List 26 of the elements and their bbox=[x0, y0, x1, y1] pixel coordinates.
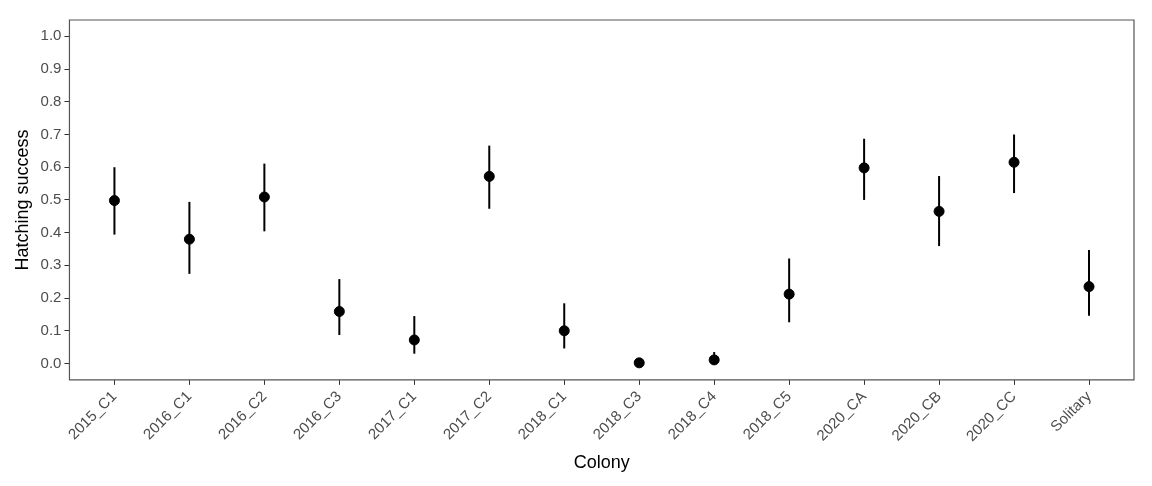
y-tick-label: 0.6 bbox=[40, 157, 62, 175]
y-tick-label: 0.8 bbox=[40, 91, 62, 109]
point bbox=[933, 205, 945, 217]
point bbox=[633, 357, 645, 369]
point bbox=[1083, 281, 1095, 293]
y-axis-title: Hatching success bbox=[11, 129, 32, 271]
y-tick-label: 0.5 bbox=[40, 190, 62, 208]
point bbox=[558, 325, 570, 337]
point bbox=[483, 170, 495, 182]
y-tick-label: 0.9 bbox=[40, 59, 62, 77]
y-tick-label: 0.7 bbox=[40, 124, 62, 142]
point bbox=[183, 233, 195, 245]
point bbox=[783, 288, 795, 300]
y-tick-label: 1.0 bbox=[40, 26, 62, 44]
y-tick-label: 0.0 bbox=[40, 353, 62, 371]
point bbox=[408, 334, 420, 346]
y-tick-label: 0.2 bbox=[40, 288, 62, 306]
x-axis-title: Colony bbox=[573, 452, 630, 473]
point bbox=[333, 305, 345, 317]
y-tick-label: 0.4 bbox=[40, 222, 62, 240]
point bbox=[108, 195, 120, 207]
y-tick-label: 0.1 bbox=[40, 320, 62, 338]
point bbox=[1008, 156, 1020, 168]
point bbox=[858, 162, 870, 174]
point bbox=[258, 191, 270, 203]
y-tick-label: 0.3 bbox=[40, 255, 62, 273]
